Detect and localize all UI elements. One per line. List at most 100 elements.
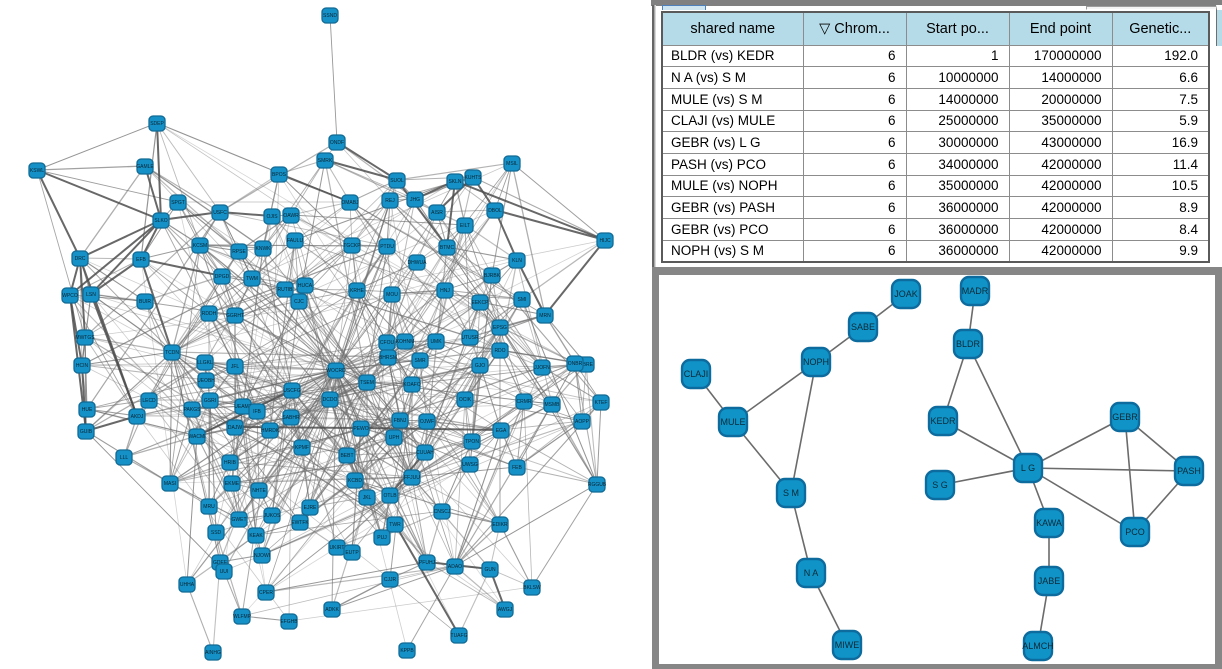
svg-text:FAULU: FAULU: [287, 238, 304, 244]
svg-text:EWTFK: EWTFK: [291, 520, 309, 526]
svg-text:UEOBH: UEOBH: [197, 378, 215, 384]
svg-text:HCIN: HCIN: [76, 363, 89, 369]
svg-text:USFC: USFC: [213, 210, 227, 216]
svg-text:FBNJ: FBNJ: [394, 418, 407, 424]
svg-text:ADAO: ADAO: [448, 564, 462, 570]
svg-text:CLAJI: CLAJI: [684, 369, 709, 379]
svg-text:GAMLE: GAMLE: [136, 164, 154, 170]
svg-text:RUTIB: RUTIB: [278, 287, 294, 293]
svg-text:PUJ: PUJ: [377, 535, 387, 541]
svg-text:KAWA: KAWA: [1036, 518, 1062, 528]
svg-text:KEDR: KEDR: [930, 416, 956, 426]
svg-text:UUI: UUI: [220, 569, 229, 575]
svg-text:EFGHB: EFGHB: [280, 619, 298, 625]
svg-text:REJ: REJ: [385, 198, 395, 204]
svg-text:SUOL: SUOL: [390, 178, 404, 184]
svg-text:AOPP: AOPP: [575, 419, 590, 425]
svg-text:LLGKL: LLGKL: [197, 360, 213, 366]
svg-text:KTEF: KTEF: [595, 400, 608, 406]
svg-text:NOPH: NOPH: [803, 357, 829, 367]
svg-text:EKME: EKME: [225, 481, 240, 487]
svg-text:JOAK: JOAK: [894, 289, 918, 299]
svg-text:RDDH: RDDH: [202, 311, 217, 317]
svg-text:GWET: GWET: [232, 517, 247, 523]
svg-text:LLL: LLL: [120, 455, 129, 461]
svg-text:KPPB: KPPB: [400, 648, 414, 654]
svg-text:WOCRD: WOCRD: [326, 368, 346, 374]
svg-text:HNJ: HNJ: [440, 288, 450, 294]
svg-text:KUHTS: KUHTS: [465, 175, 483, 181]
svg-text:SDEP: SDEP: [150, 121, 164, 127]
svg-text:WACMI: WACMI: [188, 434, 205, 440]
svg-text:OJWF: OJWF: [420, 419, 434, 425]
svg-text:UEAMT: UEAMT: [234, 404, 252, 410]
svg-text:BTMC: BTMC: [440, 245, 455, 251]
svg-text:KSWL: KSWL: [30, 168, 44, 174]
svg-text:FEB: FEB: [512, 465, 522, 471]
svg-text:UBRE: UBRE: [579, 362, 594, 368]
svg-text:HUE: HUE: [82, 407, 93, 413]
svg-text:EUTP: EUTP: [345, 550, 359, 556]
svg-text:CPER: CPER: [259, 590, 273, 596]
svg-text:PFUHJ: PFUHJ: [419, 560, 436, 566]
svg-text:SSND: SSND: [323, 13, 337, 19]
svg-text:DBOL: DBOL: [488, 208, 502, 214]
svg-text:JHG: JHG: [410, 197, 420, 203]
svg-text:CJC: CJC: [294, 299, 304, 305]
svg-text:USCFG: USCFG: [283, 388, 301, 394]
svg-text:MOU: MOU: [386, 292, 398, 298]
svg-text:DCDO: DCDO: [323, 397, 338, 403]
svg-text:EPSG: EPSG: [493, 325, 507, 331]
svg-text:GSRI: GSRI: [204, 398, 216, 404]
svg-text:EGA: EGA: [496, 428, 507, 434]
svg-text:OMABJ: OMABJ: [341, 200, 359, 206]
svg-text:UMK: UMK: [430, 339, 442, 345]
svg-text:MIWE: MIWE: [835, 640, 860, 650]
svg-text:TWR: TWR: [389, 522, 401, 528]
svg-text:NJOWI: NJOWI: [254, 553, 270, 559]
svg-text:ONDF: ONDF: [330, 140, 344, 146]
svg-text:OTLB: OTLB: [383, 493, 397, 499]
svg-text:HUCA: HUCA: [298, 283, 313, 289]
svg-text:N A: N A: [804, 568, 819, 578]
svg-text:TSEM: TSEM: [360, 380, 374, 386]
svg-text:TPON: TPON: [465, 439, 479, 445]
svg-text:GJO: GJO: [475, 363, 485, 369]
svg-text:GUIB: GUIB: [80, 429, 93, 435]
svg-text:DAJW: DAJW: [228, 425, 242, 431]
svg-text:AKDJ: AKDJ: [131, 414, 144, 420]
svg-text:EDIKR: EDIKR: [492, 522, 508, 528]
svg-text:AINHG: AINHG: [205, 650, 221, 656]
svg-text:SSD: SSD: [211, 530, 222, 536]
svg-text:PAKGS: PAKGS: [184, 407, 202, 413]
svg-text:MRU: MRU: [203, 504, 215, 510]
svg-text:HMRDK: HMRDK: [261, 428, 280, 434]
svg-text:RPSE: RPSE: [232, 249, 246, 255]
svg-text:UKIRT: UKIRT: [330, 545, 345, 551]
svg-text:OJIS: OJIS: [266, 214, 278, 220]
svg-text:CNSCJ: CNSCJ: [434, 509, 451, 515]
svg-text:SMR: SMR: [414, 358, 426, 364]
svg-text:GUN: GUN: [484, 567, 496, 573]
svg-text:KOAFO: KOAFO: [403, 382, 421, 388]
svg-text:JFL: JFL: [231, 364, 240, 370]
svg-text:PCO: PCO: [1125, 527, 1145, 537]
svg-text:UHHA: UHHA: [180, 582, 195, 588]
svg-text:WLFMP: WLFMP: [233, 614, 252, 620]
svg-text:JJOFN: JJOFN: [534, 365, 550, 371]
svg-text:MSMB: MSMB: [545, 402, 561, 408]
svg-text:MADR: MADR: [962, 286, 989, 296]
svg-text:UPH: UPH: [389, 435, 400, 441]
svg-text:HIJC: HIJC: [599, 238, 611, 244]
svg-text:SABE: SABE: [851, 322, 875, 332]
svg-text:TGCKP: TGCKP: [343, 243, 361, 249]
svg-text:IFB: IFB: [253, 409, 261, 415]
svg-text:KEAK: KEAK: [249, 533, 263, 539]
svg-text:BJRBK: BJRBK: [484, 273, 501, 279]
svg-text:AWGJ: AWGJ: [498, 607, 513, 613]
svg-text:EILT: EILT: [460, 223, 470, 229]
svg-text:KNWK: KNWK: [256, 246, 272, 252]
svg-text:KLN: KLN: [512, 258, 522, 264]
svg-text:KCSM: KCSM: [193, 243, 207, 249]
svg-text:GGRHT: GGRHT: [226, 313, 244, 319]
